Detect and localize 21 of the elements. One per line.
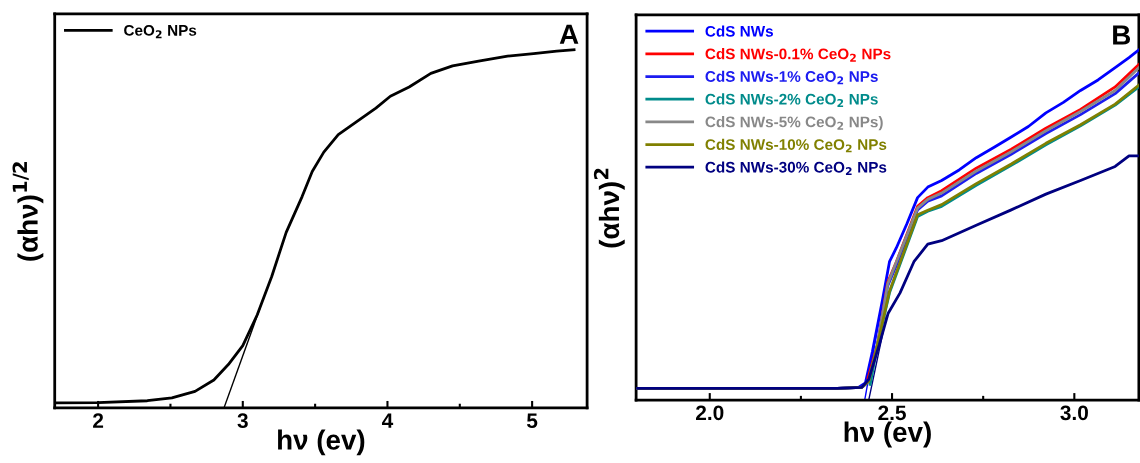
x-tick-label: 3 (237, 413, 248, 429)
x-tick-label: 2 (93, 413, 104, 428)
legend-label: CdS NWs-2% CeO$_{2}$ NPs (705, 93, 878, 107)
legend-label: CdS NWs-30% CeO$_{2}$ NPs (705, 161, 887, 175)
legend-label: CdS NWs-1% CeO$_{2}$ NPs (705, 70, 878, 85)
x-axis-title: hν (ev) (844, 421, 931, 448)
x-tick-label: 4 (381, 413, 394, 428)
legend-label: CdS NWs-0.1% CeO$_{2}$ NPs (705, 48, 891, 62)
x-tick-label: 2.5 (878, 405, 906, 421)
legend-label: CdS NWs (705, 25, 773, 37)
legend-label: CdS NWs-10% CeO$_{2}$ NPs (705, 138, 887, 153)
y-axis-title: (αhν)$^{1/2}$ (12, 162, 44, 261)
x-axis-title: hν (ev) (278, 429, 365, 456)
text: B (1113, 25, 1131, 45)
legend-label: CdS NWs-5% CeO$_{2}$ NPs) (705, 116, 883, 131)
x-tick-label: 3.0 (1060, 405, 1088, 421)
text: A (559, 24, 579, 44)
x-tick-label: 2.0 (696, 405, 724, 421)
legend-label: CeO$_{2}$ NPs (124, 24, 197, 39)
y-axis-title: (αhν)$^{2}$ (593, 168, 625, 248)
x-tick-label: 5 (526, 413, 538, 429)
